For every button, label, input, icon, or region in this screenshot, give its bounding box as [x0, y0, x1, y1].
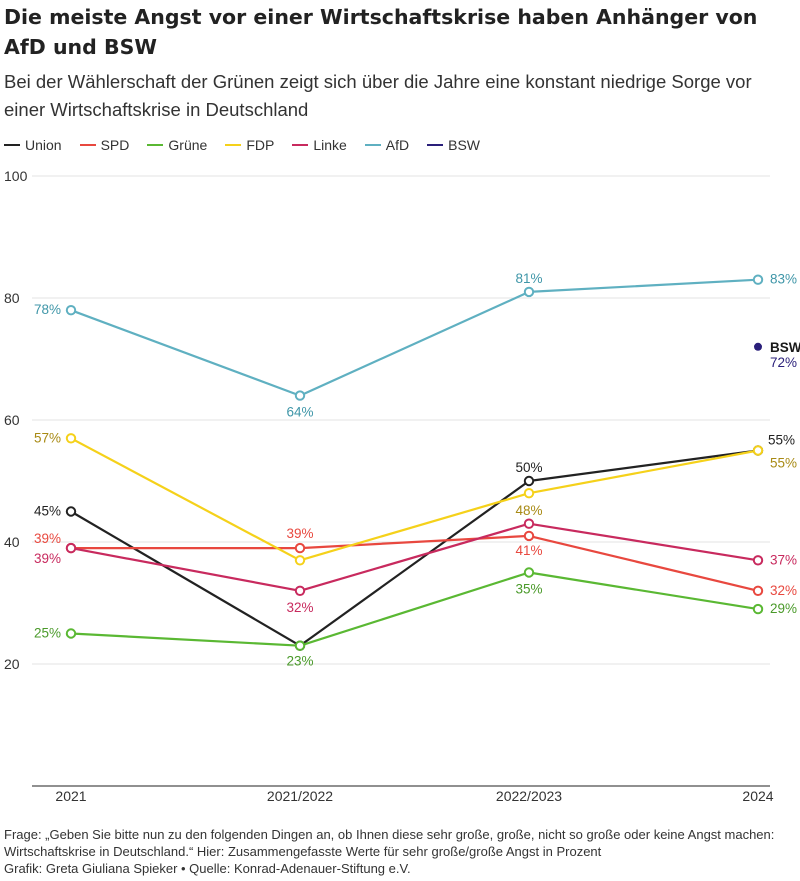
- data-point-gruene: [752, 603, 764, 615]
- legend-swatch: [364, 144, 381, 146]
- data-label-union: 55%: [768, 433, 795, 448]
- data-label-gruene: 29%: [770, 601, 797, 616]
- legend-label: FDP: [246, 137, 275, 153]
- data-point-gruene: [65, 628, 77, 639]
- legend-item-linke: Linke: [292, 137, 347, 153]
- series-line-fdp: [70, 437, 759, 562]
- data-point-spd: [294, 542, 306, 554]
- data-label-afd: 81%: [515, 271, 542, 286]
- x-tick-label: 2021/2022: [267, 788, 333, 804]
- data-label-linke: 32%: [286, 600, 313, 615]
- data-point-afd: [65, 305, 77, 316]
- data-point-spd: [752, 585, 764, 596]
- line-chart: 20 40 60 80 100 2021 2021/2022 2022/2023 2024 45%…: [4, 168, 800, 804]
- legend-item-gruene: Grüne: [147, 137, 207, 153]
- data-label-linke: 39%: [34, 551, 61, 566]
- data-point-union: [65, 506, 77, 517]
- legend-swatch: [4, 144, 20, 146]
- legend-label: AfD: [385, 137, 410, 153]
- series-tag-bsw: BSW: [770, 340, 800, 355]
- data-point-afd: [294, 390, 306, 401]
- data-point-gruene: [523, 567, 535, 578]
- legend-swatch: [292, 144, 309, 146]
- data-point-linke: [523, 518, 535, 529]
- data-label-gruene: 25%: [34, 626, 61, 641]
- data-label-linke: 37%: [770, 552, 797, 567]
- data-point-gruene: [294, 640, 306, 651]
- question-note: Frage: „Geben Sie bitte nun zu den folge…: [4, 827, 775, 859]
- data-point-fdp: [65, 433, 77, 444]
- legend-label: Linke: [313, 137, 347, 153]
- legend: Union SPD Grüne FDP Linke AfD BSW: [4, 136, 498, 154]
- data-label-spd: 39%: [34, 531, 61, 546]
- legend-swatch: [79, 144, 96, 146]
- data-point-linke: [294, 585, 306, 596]
- data-point-fdp: [752, 445, 764, 456]
- data-point-afd: [752, 274, 764, 285]
- data-point-fdp: [523, 488, 535, 499]
- data-label-union: 50%: [515, 460, 542, 475]
- series-line-spd: [71, 534, 759, 592]
- data-label-spd: 39%: [286, 526, 313, 541]
- legend-label: BSW: [448, 137, 481, 153]
- data-label-gruene: 23%: [286, 654, 313, 669]
- legend-swatch: [427, 144, 444, 146]
- data-point-linke: [752, 555, 764, 566]
- data-label-afd: 64%: [286, 405, 313, 420]
- legend-item-bsw: BSW: [427, 137, 480, 153]
- y-tick-label: 40: [4, 534, 20, 550]
- data-label-gruene: 35%: [515, 582, 542, 597]
- data-point-bsw: [754, 342, 762, 351]
- footer: Frage: „Geben Sie bitte nun zu den folge…: [4, 826, 796, 877]
- x-tick-label: 2021: [55, 788, 86, 804]
- data-point-afd: [523, 286, 535, 298]
- data-label-spd: 32%: [770, 583, 797, 598]
- chart-title: Die meiste Angst vor einer Wirtschaftskr…: [4, 5, 758, 59]
- series-line-afd: [70, 278, 759, 397]
- data-label-afd: 83%: [770, 272, 797, 287]
- x-tick-label: 2024: [742, 788, 773, 804]
- data-label-spd: 41%: [515, 543, 542, 558]
- legend-label: Grüne: [168, 137, 208, 153]
- legend-item-afd: AfD: [364, 137, 410, 153]
- series-line-gruene: [70, 571, 759, 647]
- data-label-fdp: 48%: [515, 503, 542, 518]
- data-label-union: 45%: [34, 504, 61, 519]
- chart-subtitle: Bei der Wählerschaft der Grünen zeigt si…: [4, 71, 752, 120]
- x-tick-label: 2022/2023: [496, 788, 562, 804]
- series-line-linke: [70, 522, 759, 592]
- data-label-fdp: 57%: [34, 430, 61, 445]
- data-point-fdp: [294, 555, 306, 566]
- data-point-union: [523, 475, 535, 487]
- data-label-afd: 78%: [34, 302, 61, 317]
- legend-item-spd: SPD: [79, 137, 130, 153]
- data-point-spd: [523, 530, 535, 542]
- y-tick-label: 20: [4, 656, 20, 672]
- legend-label: Union: [25, 137, 62, 153]
- series-line-union: [70, 449, 759, 647]
- y-tick-label: 60: [4, 412, 20, 428]
- y-tick-label: 100: [4, 168, 28, 184]
- data-point-linke: [65, 542, 77, 554]
- data-label-bsw: 72%: [770, 355, 797, 370]
- legend-swatch: [225, 144, 242, 146]
- legend-item-union: Union: [4, 137, 62, 153]
- legend-swatch: [147, 144, 164, 146]
- y-tick-label: 80: [4, 290, 20, 306]
- legend-item-fdp: FDP: [225, 137, 274, 153]
- legend-label: SPD: [100, 137, 130, 153]
- data-label-fdp: 55%: [770, 456, 797, 471]
- credit-line: Grafik: Greta Giuliana Spieker • Quelle:…: [4, 861, 411, 876]
